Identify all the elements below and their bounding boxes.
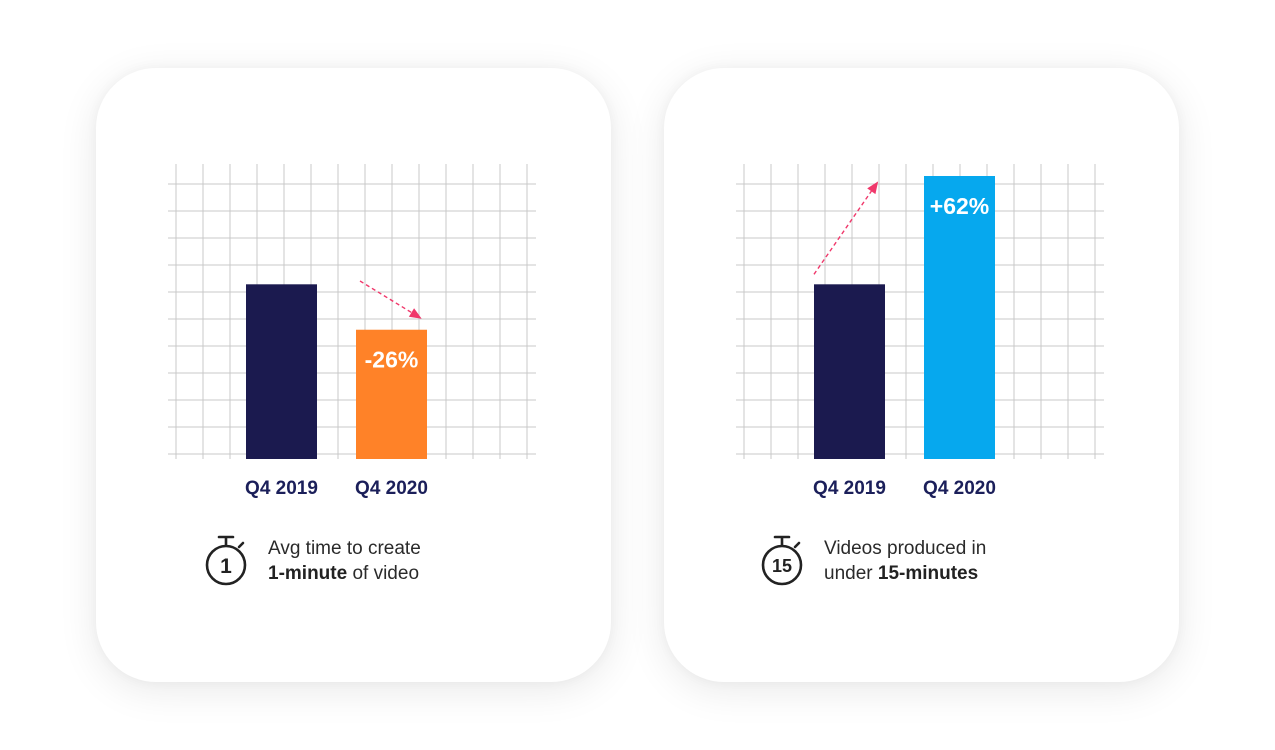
timer-number: 15 bbox=[772, 556, 792, 576]
caption-line1: Avg time to create bbox=[268, 538, 421, 559]
category-label: Q4 2020 bbox=[355, 478, 428, 499]
category-label: Q4 2019 bbox=[813, 478, 886, 499]
trend-arrow-line bbox=[359, 280, 421, 319]
bar-value-label: +62% bbox=[930, 193, 989, 219]
caption-avg-time: 1 Avg time to create 1-minute of video bbox=[204, 534, 421, 588]
bar-q4-2020 bbox=[924, 176, 995, 459]
category-label: Q4 2019 bbox=[245, 478, 318, 499]
category-label: Q4 2020 bbox=[923, 478, 996, 499]
caption-bold: 15-minutes bbox=[877, 563, 979, 584]
caption-text: Avg time to create 1-minute of video bbox=[268, 536, 421, 586]
chart-avg-time: Q4 2019 Q4 2020 -26% bbox=[168, 164, 536, 499]
trend-arrow-line bbox=[813, 182, 878, 275]
caption-line2: 1-minute of video bbox=[268, 561, 421, 586]
caption-bold: 1-minute bbox=[268, 563, 348, 584]
bar-value-label: -26% bbox=[365, 347, 419, 373]
bar-q4-2019 bbox=[246, 284, 317, 459]
caption-videos-produced: 15 Videos produced in under 15-minutes bbox=[760, 534, 986, 588]
stopwatch-icon: 1 bbox=[205, 535, 247, 586]
caption-line1: Videos produced in bbox=[824, 538, 987, 559]
bar-q4-2019 bbox=[814, 284, 885, 459]
grid bbox=[168, 164, 536, 459]
timer-number: 1 bbox=[220, 555, 232, 578]
caption-rest: of video bbox=[347, 563, 420, 584]
caption-text: Videos produced in under 15-minutes bbox=[824, 536, 986, 586]
chart-videos-produced: Q4 2019 Q4 2020 +62% bbox=[736, 164, 1104, 499]
stopwatch-icon: 15 bbox=[761, 535, 803, 586]
card-avg-time: Q4 2019 Q4 2020 -26% 1 Avg time to create … bbox=[96, 68, 611, 682]
grid bbox=[736, 164, 1104, 459]
card-videos-produced: Q4 2019 Q4 2020 +62% 15 Videos produced in… bbox=[664, 68, 1179, 682]
caption-line2: under 15-minutes bbox=[824, 561, 986, 586]
trend-arrow-head bbox=[408, 308, 422, 319]
bar-q4-2020 bbox=[356, 329, 427, 459]
caption-lead: under bbox=[824, 563, 878, 584]
trend-arrow-head bbox=[867, 181, 879, 195]
